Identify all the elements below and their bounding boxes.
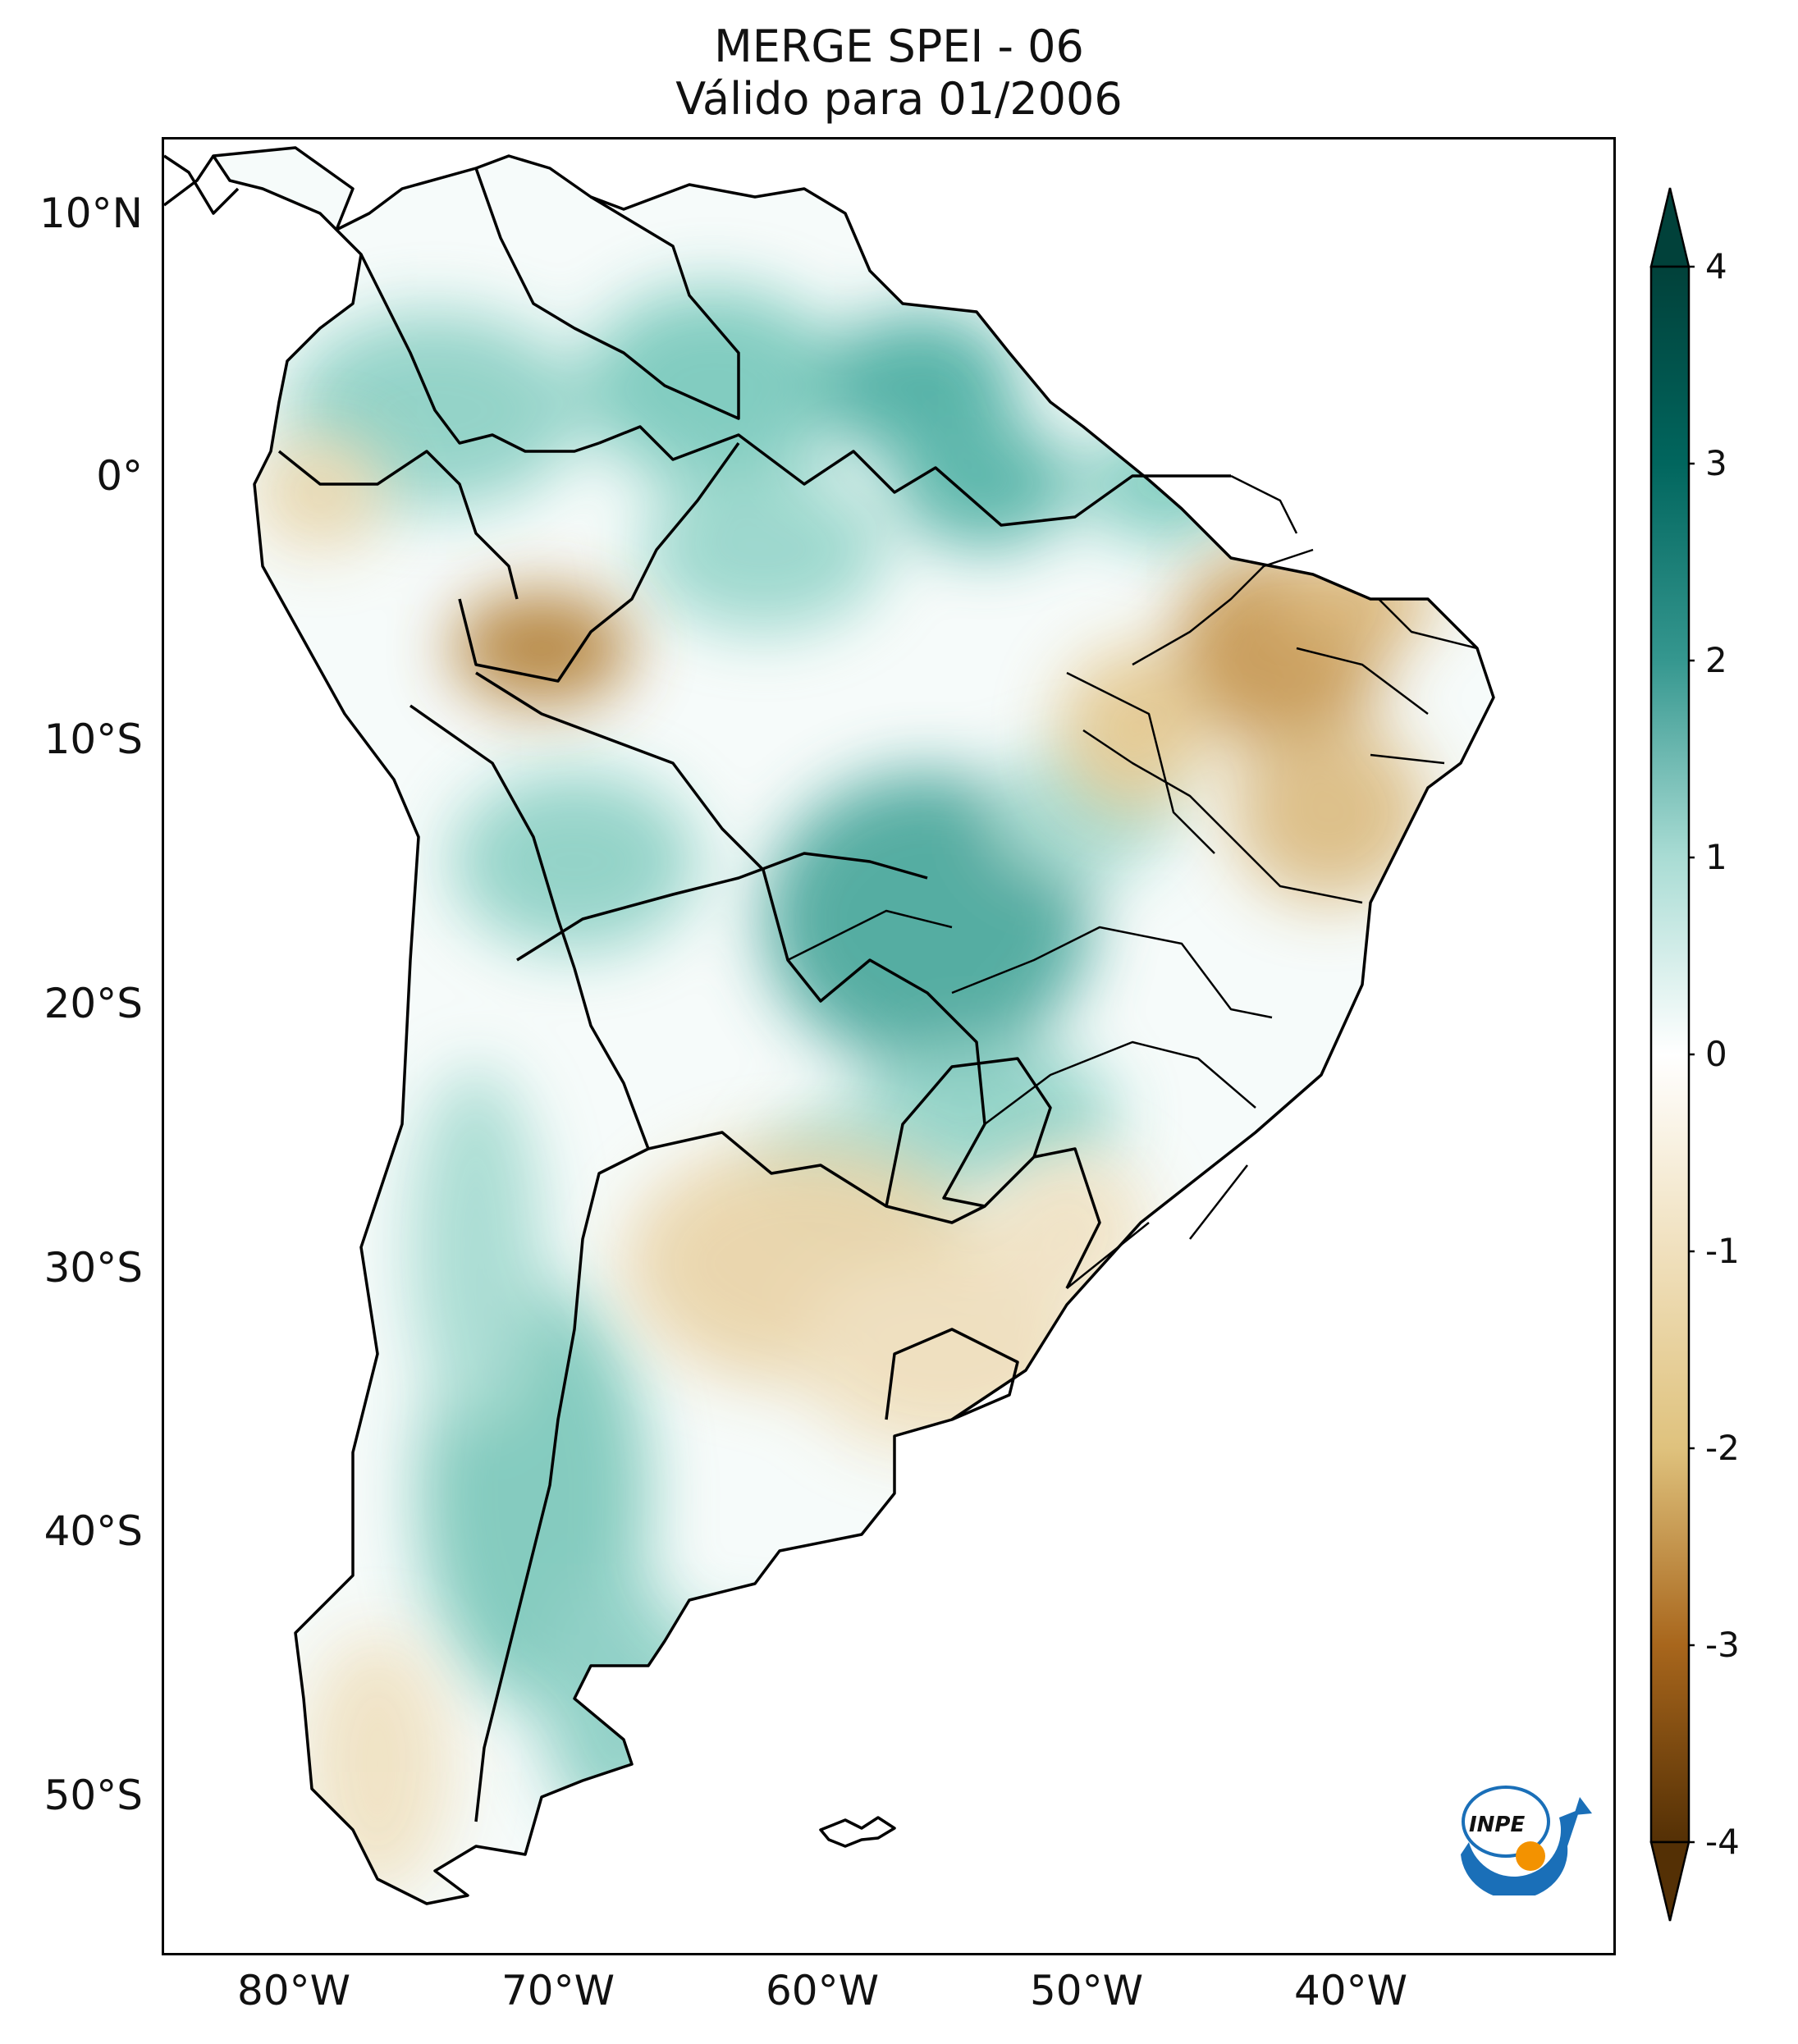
colorbar-tick-0: 0: [1705, 1034, 1727, 1074]
central-america-outline: [164, 154, 240, 215]
map-panel: INPE: [162, 137, 1616, 1955]
lat-label-50s: 50°S: [43, 1772, 143, 1819]
brazil-border: [458, 425, 1231, 1289]
coastline-borders: [164, 146, 1495, 1905]
colorbar-tick-neg3: -3: [1705, 1625, 1740, 1665]
lat-label-10n: 10°N: [39, 190, 143, 237]
inpe-logo: INPE: [1461, 1786, 1592, 1895]
colorbar-tick-2: 2: [1705, 640, 1727, 680]
inpe-logo-text: INPE: [1469, 1813, 1525, 1837]
brazil-state-borders: [787, 474, 1478, 1289]
andean-borders: [277, 167, 928, 969]
colorbar-ticks: [1689, 265, 1695, 1844]
spei-field: [213, 148, 1494, 1904]
lat-label-40s: 40°S: [43, 1507, 143, 1555]
colorbar-extend-min: [1649, 1841, 1690, 1922]
colorbar-gradient: [1649, 265, 1690, 1844]
colorbar-tick-neg4: -4: [1705, 1822, 1740, 1862]
lon-label-60w: 60°W: [765, 1967, 880, 2014]
lat-label-10s: 10°S: [43, 716, 143, 763]
chart-title: MERGE SPEI - 06: [714, 21, 1084, 72]
lon-label-50w: 50°W: [1029, 1967, 1144, 2014]
colorbar: [1649, 187, 1695, 1922]
lon-label-80w: 80°W: [236, 1967, 351, 2014]
continent-outline: [212, 146, 1495, 1905]
southern-borders: [474, 967, 1052, 1822]
lat-label-0: 0°: [96, 452, 143, 500]
chart-subtitle: Válido para 01/2006: [675, 73, 1123, 125]
colorbar-extend-max: [1649, 187, 1690, 268]
map-canvas: [164, 146, 1495, 1905]
uruguay-border: [885, 1328, 1019, 1421]
lon-label-70w: 70°W: [501, 1967, 615, 2014]
colorbar-tick-1: 1: [1705, 837, 1727, 877]
colorbar-tick-4: 4: [1705, 246, 1727, 286]
colorbar-tick-3: 3: [1705, 443, 1727, 483]
lon-label-40w: 40°W: [1293, 1967, 1408, 2014]
colorbar-tick-neg1: -1: [1705, 1231, 1740, 1271]
lat-label-30s: 30°S: [43, 1244, 143, 1292]
colorbar-tick-neg2: -2: [1705, 1428, 1740, 1468]
falklands-outline: [819, 1816, 896, 1848]
lat-label-20s: 20°S: [43, 980, 143, 1027]
